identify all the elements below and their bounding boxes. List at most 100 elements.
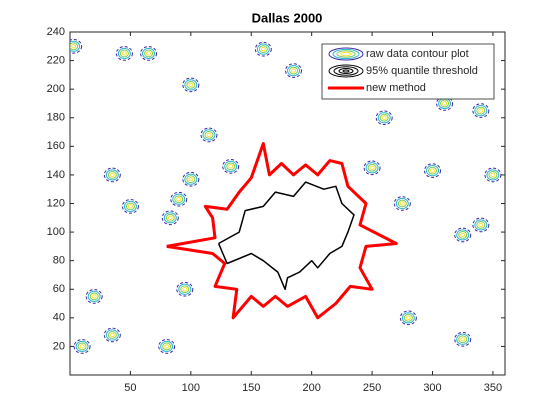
contour-ring <box>440 99 450 108</box>
contour-ring <box>486 169 500 181</box>
contour-ring <box>454 331 472 347</box>
contour-ring <box>182 77 200 93</box>
x-tick-label: 300 <box>423 382 441 394</box>
contour-ring <box>180 285 190 294</box>
contour-ring <box>127 204 133 209</box>
contour-ring <box>188 177 194 182</box>
contour-ring <box>105 169 119 181</box>
contour-ring <box>119 49 129 58</box>
contour-ring <box>200 127 218 143</box>
contour-ring <box>164 344 170 349</box>
contour-ring <box>381 115 387 120</box>
contour-ring <box>399 310 417 326</box>
y-tick-label: 20 <box>53 340 65 352</box>
contour-ring <box>121 199 139 214</box>
x-tick-label: 100 <box>182 382 200 394</box>
contour-ring <box>442 101 448 106</box>
contour-ring <box>428 166 437 175</box>
legend-swatch <box>333 66 359 76</box>
contour-ring <box>146 51 152 56</box>
contour-ring <box>115 46 133 61</box>
contour-ring <box>163 212 177 224</box>
contour-ring <box>472 217 490 233</box>
contour-ring <box>105 329 119 341</box>
legend-swatch <box>328 47 364 61</box>
x-tick-label: 200 <box>302 382 320 394</box>
contour-ring <box>89 292 99 301</box>
contour-ring <box>490 172 496 178</box>
contour-ring <box>426 165 439 177</box>
contour-ring <box>186 80 196 89</box>
y-tick-label: 60 <box>53 283 65 295</box>
contour-ring <box>70 38 83 54</box>
contour-ring <box>91 294 97 299</box>
contour-ring <box>369 165 375 170</box>
contour-ring <box>456 229 470 241</box>
contour-ring <box>399 201 405 206</box>
contour-ring <box>123 200 137 212</box>
contour-ring <box>186 175 196 184</box>
y-tick-label: 140 <box>47 169 65 181</box>
legend-swatch <box>336 50 356 58</box>
contour-ring <box>70 42 79 51</box>
contour-line <box>166 142 398 320</box>
contour-ring <box>206 132 212 138</box>
legend-swatch <box>338 68 354 74</box>
contour-ring <box>162 342 172 351</box>
contour-line <box>217 181 355 291</box>
contour-ring <box>174 195 184 204</box>
y-tick-label: 80 <box>53 255 65 267</box>
contour-ring <box>424 163 441 178</box>
contour-ring <box>176 281 194 297</box>
contour-ring <box>256 43 270 55</box>
contour-ring <box>393 196 411 211</box>
contour-ring <box>71 44 77 49</box>
contour-ring <box>436 96 454 111</box>
legend-label: raw data contour plot <box>366 48 469 60</box>
contour-ring <box>176 197 182 202</box>
contour-ring <box>454 227 472 243</box>
contour-ring <box>484 167 502 183</box>
contour-ring <box>258 45 268 54</box>
y-tick-label: 220 <box>47 54 65 66</box>
contour-ring <box>144 49 154 58</box>
contour-ring <box>140 46 158 61</box>
contour-ring <box>458 335 468 344</box>
legend-swatch <box>328 64 364 78</box>
y-tick-label: 180 <box>47 112 65 124</box>
legend-label: new method <box>366 82 426 94</box>
contour-ring <box>158 339 176 354</box>
contour-ring <box>476 106 486 115</box>
contour-ring <box>403 313 413 322</box>
x-tick-label: 150 <box>242 382 260 394</box>
contour-ring <box>142 47 156 60</box>
legend-swatch <box>342 69 350 73</box>
y-tick-label: 120 <box>47 197 65 209</box>
contour-ring <box>109 172 115 178</box>
contour-ring <box>254 41 272 57</box>
contour-ring <box>70 40 81 52</box>
contour-ring <box>379 113 389 122</box>
contour-ring <box>167 215 173 220</box>
contour-ring <box>287 64 301 77</box>
contour-ring <box>161 210 179 226</box>
contour-ring <box>184 79 198 91</box>
contour-ring <box>117 47 131 60</box>
contour-ring <box>460 232 466 238</box>
legend-swatch <box>332 48 360 60</box>
contour-ring <box>182 287 188 292</box>
contour-ring <box>224 160 238 172</box>
contour-ring <box>87 290 101 302</box>
contour-ring <box>103 327 121 343</box>
contour-ring <box>202 129 216 141</box>
contour-ring <box>377 112 391 124</box>
contour-ring <box>363 160 381 176</box>
contour-ring <box>430 168 435 173</box>
contour-ring <box>222 159 240 174</box>
contour-ring <box>125 202 135 211</box>
y-tick-label: 200 <box>47 83 65 95</box>
contour-ring <box>478 222 484 228</box>
contour-ring <box>285 63 303 78</box>
contour-ring <box>397 199 407 208</box>
